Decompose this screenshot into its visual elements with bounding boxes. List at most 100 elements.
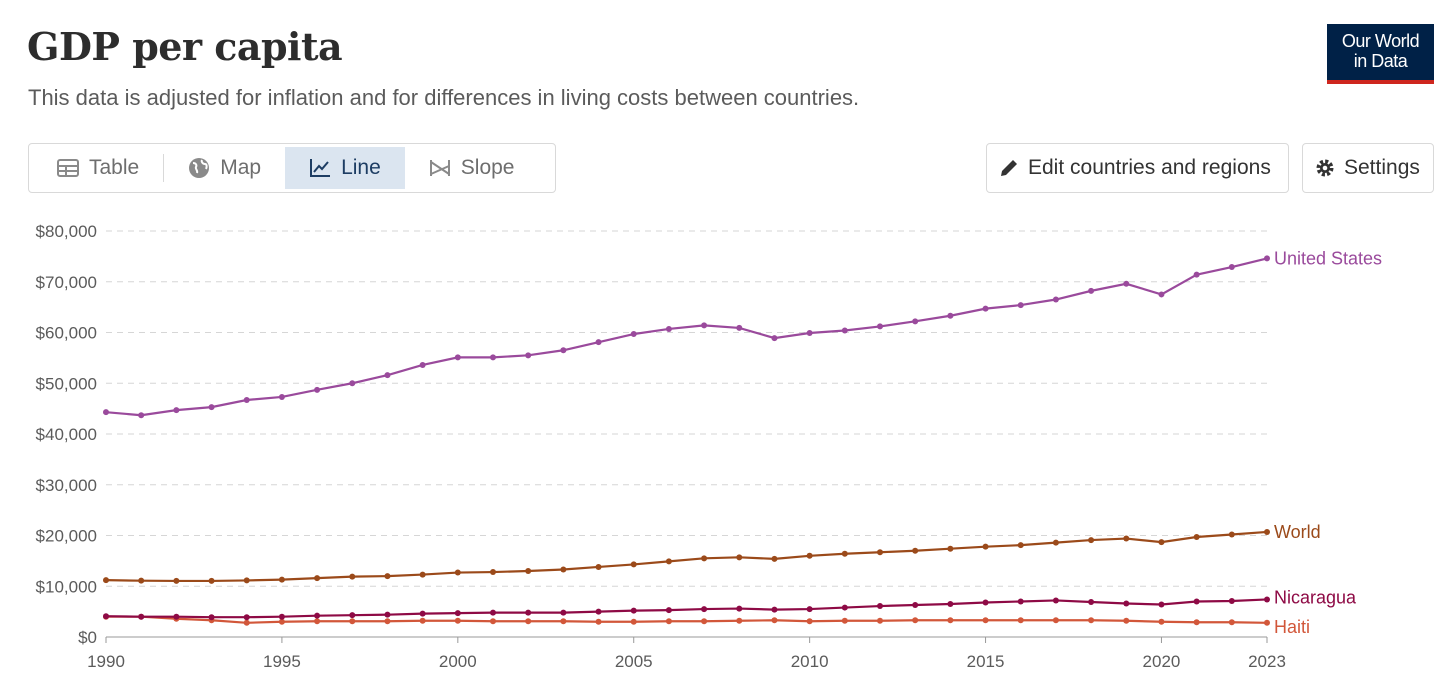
data-point <box>1193 619 1200 626</box>
y-tick-label: $60,000 <box>36 324 97 343</box>
data-point <box>806 618 813 625</box>
data-point <box>771 606 778 613</box>
series-line-haiti <box>106 615 1268 624</box>
y-tick-label: $80,000 <box>36 222 97 241</box>
data-point <box>806 606 813 613</box>
data-point <box>1052 617 1059 624</box>
data-point <box>736 554 743 561</box>
data-point <box>349 380 356 387</box>
data-point <box>1228 619 1235 626</box>
data-point <box>877 549 883 556</box>
data-point <box>1228 597 1235 604</box>
y-tick-label: $40,000 <box>36 425 97 444</box>
data-point <box>806 330 813 337</box>
data-point <box>1193 534 1200 541</box>
data-point <box>490 354 496 361</box>
data-point <box>454 354 461 361</box>
data-point <box>314 386 321 393</box>
data-point <box>243 614 250 621</box>
data-point <box>912 318 919 325</box>
data-point <box>490 569 496 576</box>
tab-map[interactable]: Map <box>164 147 285 189</box>
data-point <box>701 606 708 613</box>
data-point <box>912 547 919 554</box>
data-point <box>1158 539 1165 546</box>
series-label: Haiti <box>1274 617 1310 637</box>
data-point <box>1017 617 1024 624</box>
data-point <box>736 617 743 624</box>
data-point <box>877 603 883 610</box>
data-point <box>1264 255 1270 262</box>
data-point <box>278 393 285 400</box>
y-tick-label: $20,000 <box>36 527 97 546</box>
data-point <box>1158 618 1165 625</box>
data-point <box>525 618 532 625</box>
data-point <box>771 617 778 624</box>
data-point <box>419 610 426 617</box>
data-point <box>912 602 919 609</box>
tab-table[interactable]: Table <box>33 147 163 189</box>
tab-label: Table <box>89 156 140 179</box>
data-point <box>736 324 743 331</box>
data-point <box>560 566 567 573</box>
data-point <box>243 619 250 626</box>
tab-line[interactable]: Line <box>285 147 405 189</box>
settings-button[interactable]: Settings <box>1302 143 1434 193</box>
data-point <box>595 339 602 346</box>
x-tick-label: 1990 <box>87 652 125 671</box>
edit-countries-button[interactable]: Edit countries and regions <box>986 143 1289 193</box>
owid-logo[interactable]: Our World in Data <box>1327 24 1434 84</box>
y-tick-label: $70,000 <box>36 273 97 292</box>
line-chart-icon <box>310 159 331 177</box>
data-point <box>982 599 989 606</box>
tab-slope[interactable]: Slope <box>405 147 539 189</box>
data-point <box>490 609 496 616</box>
x-tick-label: 2010 <box>791 652 829 671</box>
x-tick-label: 1995 <box>263 652 301 671</box>
data-point <box>454 617 461 624</box>
data-point <box>208 577 215 584</box>
data-point <box>841 617 848 624</box>
data-point <box>419 617 426 624</box>
logo-line-2: in Data <box>1353 51 1408 71</box>
data-point <box>841 604 848 611</box>
y-tick-label: $30,000 <box>36 476 97 495</box>
data-point <box>982 617 989 624</box>
data-point <box>138 577 145 584</box>
globe-icon <box>189 158 210 178</box>
data-point <box>103 409 109 416</box>
y-tick-label: $10,000 <box>36 577 97 596</box>
data-point <box>595 618 602 625</box>
data-point <box>1123 535 1130 542</box>
data-point <box>314 612 321 619</box>
data-point <box>1193 271 1200 278</box>
tab-label: Map <box>220 156 262 179</box>
y-tick-label: $0 <box>78 628 97 647</box>
data-point <box>1264 619 1270 626</box>
data-point <box>243 396 250 403</box>
data-point <box>1017 302 1024 309</box>
series-label: United States <box>1274 248 1382 268</box>
slope-icon <box>429 160 450 176</box>
data-point <box>1017 542 1024 549</box>
data-point <box>1228 531 1235 538</box>
gear-icon <box>1316 159 1334 177</box>
data-point <box>454 569 461 576</box>
data-point <box>841 327 848 334</box>
data-point <box>173 407 180 414</box>
series-label: Nicaragua <box>1274 587 1357 607</box>
data-point <box>243 577 250 584</box>
data-point <box>278 618 285 625</box>
data-point <box>630 607 637 614</box>
data-point <box>314 618 321 625</box>
data-point <box>947 617 954 624</box>
data-point <box>982 305 989 312</box>
tab-label: Line <box>341 156 381 179</box>
data-point <box>419 361 426 368</box>
data-point <box>947 312 954 319</box>
data-point <box>877 617 883 624</box>
x-tick-label: 2015 <box>967 652 1005 671</box>
data-point <box>595 608 602 615</box>
data-point <box>947 545 954 552</box>
